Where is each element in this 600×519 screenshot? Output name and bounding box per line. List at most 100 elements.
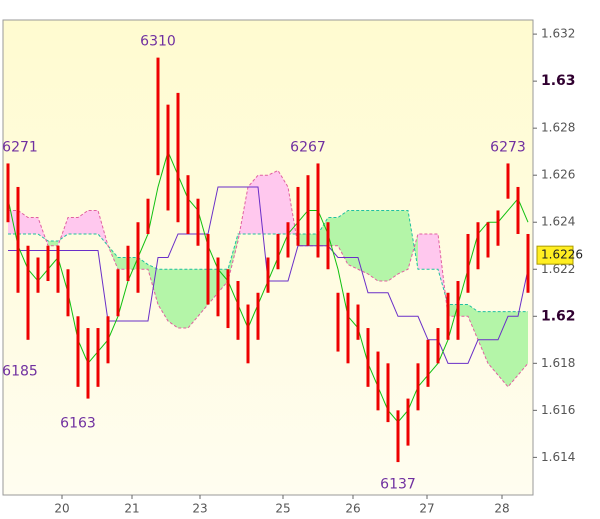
y-tick-label: 1.626: [541, 168, 575, 182]
price-bar: [126, 245, 130, 282]
y-tick-label: 1.622: [541, 262, 575, 276]
cloud-segment: [398, 210, 408, 274]
price-bar: [526, 233, 530, 293]
price-bar: [396, 410, 400, 463]
price-bar: [406, 398, 410, 446]
price-bar: [506, 163, 510, 199]
price-bar: [286, 222, 290, 258]
price-bar: [386, 363, 390, 423]
price-bar: [46, 245, 50, 282]
cloud-edge: [8, 169, 529, 388]
price-bar: [216, 257, 220, 317]
cloud-segment: [268, 170, 278, 234]
y-tick-label: 1.624: [541, 215, 575, 229]
annotation: 6267: [290, 139, 326, 155]
price-bar: [146, 198, 150, 234]
annotation: 6310: [140, 34, 176, 50]
price-bar: [496, 210, 500, 246]
cloud-segment: [508, 311, 518, 387]
price-bar: [136, 222, 140, 293]
price-bar: [296, 186, 300, 246]
y-tick-label: 1.63: [541, 73, 576, 89]
price-bar: [266, 257, 270, 293]
cloud-segment: [118, 257, 128, 270]
cloud-segment: [498, 311, 508, 387]
price-bar: [196, 198, 200, 246]
price-bar: [476, 222, 480, 270]
price-bar: [436, 328, 440, 364]
annotation: 6271: [2, 139, 38, 155]
price-bar: [226, 269, 230, 329]
cloud-segment: [488, 311, 498, 376]
y-tick-label: 1.62: [541, 308, 576, 324]
cloud-segment: [198, 269, 208, 317]
cloud-segment: [218, 269, 228, 293]
cloud-segment: [248, 175, 258, 234]
cloud-segment: [318, 217, 328, 246]
annotation: 6137: [380, 476, 416, 492]
price-bar: [446, 292, 450, 340]
price-bar: [26, 245, 30, 340]
price-bar: [276, 233, 280, 270]
price-bar: [456, 281, 460, 340]
last-price-box: [536, 245, 574, 265]
price-bar: [206, 233, 210, 305]
x-tick-label: 25: [275, 502, 290, 516]
cloud-edge: [8, 209, 528, 313]
price-bar: [16, 186, 20, 293]
cloud-segment: [168, 269, 178, 329]
cloud-segment: [78, 210, 88, 234]
price-bar: [116, 269, 120, 317]
y-tick-label: 1.614: [541, 450, 575, 464]
x-tick-label: 28: [494, 502, 509, 516]
price-bar: [96, 328, 100, 387]
y-tick-label: 1.618: [541, 356, 575, 370]
cloud-segment: [428, 233, 438, 270]
cloud-segment: [378, 210, 388, 282]
price-bar: [366, 328, 370, 387]
annotation: 6273: [490, 139, 526, 155]
price-bar: [86, 328, 90, 399]
annotation: 6163: [60, 415, 96, 431]
price-bar: [176, 92, 180, 223]
price-bar: [336, 292, 340, 352]
y-tick-label: 1.632: [541, 27, 575, 41]
x-tick-label: 23: [192, 502, 207, 516]
x-tick-label: 21: [124, 502, 139, 516]
price-bar: [66, 269, 70, 317]
price-bar: [466, 233, 470, 293]
annotation: 6185: [2, 364, 38, 380]
price-bar: [166, 104, 170, 211]
cloud-segment: [338, 210, 348, 265]
price-bar: [346, 292, 350, 364]
cloud-segment: [138, 257, 148, 270]
cloud-segment: [458, 304, 468, 317]
price-bar: [246, 304, 250, 364]
cloud-segment: [128, 257, 138, 270]
cloud-segment: [388, 210, 398, 282]
cloud-segment: [348, 210, 358, 270]
last-price-label: 1.6226: [541, 248, 583, 262]
cloud-segment: [258, 175, 268, 234]
price-bar: [356, 304, 360, 340]
price-bar: [156, 57, 160, 176]
price-bar: [486, 222, 490, 258]
price-bar: [316, 163, 320, 258]
cloud-segment: [178, 269, 188, 329]
price-bar: [76, 316, 80, 387]
price-bar: [376, 351, 380, 411]
cloud-segment: [88, 210, 98, 234]
price-bar: [426, 339, 430, 387]
cloud-segment: [228, 233, 238, 282]
cloud-segment: [358, 210, 368, 274]
price-bar: [326, 222, 330, 270]
price-bar: [236, 281, 240, 340]
price-bar: [416, 363, 420, 411]
cloud-segment: [28, 217, 38, 234]
cloud-segment: [518, 311, 528, 376]
price-bar: [186, 175, 190, 234]
cloud-segment: [18, 210, 28, 234]
price-bar: [56, 245, 60, 293]
cloud-segment: [368, 210, 378, 282]
